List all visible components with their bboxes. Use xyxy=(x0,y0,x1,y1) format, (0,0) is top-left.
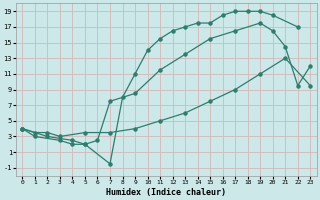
X-axis label: Humidex (Indice chaleur): Humidex (Indice chaleur) xyxy=(106,188,226,197)
